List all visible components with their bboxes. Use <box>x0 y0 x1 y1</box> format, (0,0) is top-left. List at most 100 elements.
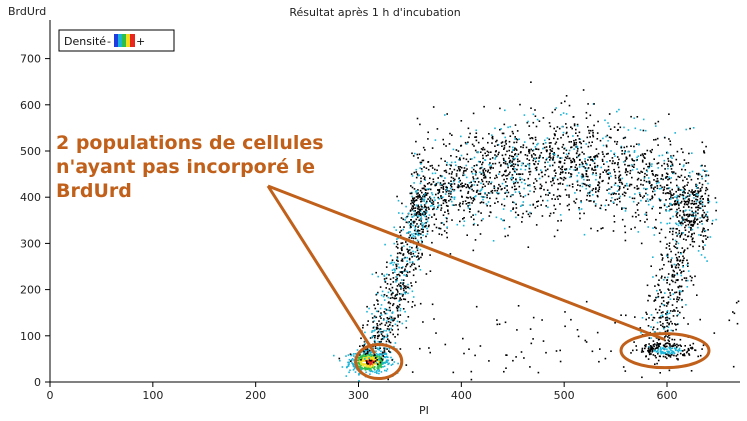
data-point <box>534 146 537 148</box>
data-point <box>540 195 542 198</box>
data-point <box>612 201 615 203</box>
data-point <box>362 358 365 360</box>
data-point <box>553 152 555 154</box>
data-point <box>380 366 383 368</box>
data-point <box>396 293 398 296</box>
data-point <box>363 355 365 358</box>
data-point <box>650 346 652 349</box>
data-point <box>574 169 577 171</box>
data-point <box>677 313 679 316</box>
data-point <box>695 183 697 186</box>
data-point <box>380 322 383 325</box>
data-point <box>411 290 414 293</box>
data-point <box>484 185 486 187</box>
data-point <box>396 256 399 258</box>
data-point <box>450 164 452 167</box>
data-point <box>652 344 655 346</box>
data-point <box>704 256 706 259</box>
data-point <box>519 178 521 181</box>
data-point <box>668 242 671 244</box>
data-point <box>584 160 586 163</box>
data-point <box>407 292 409 295</box>
data-point <box>405 287 407 290</box>
data-point <box>376 369 378 372</box>
data-point <box>401 249 403 251</box>
data-point <box>648 294 650 297</box>
data-point <box>705 189 707 192</box>
data-point <box>385 312 388 315</box>
data-point <box>736 322 739 325</box>
data-point <box>667 301 670 303</box>
data-point <box>410 253 412 256</box>
data-point <box>389 331 392 334</box>
data-point <box>624 225 626 228</box>
data-point <box>684 221 686 223</box>
data-point <box>629 183 631 186</box>
data-point <box>464 200 467 202</box>
data-point <box>613 168 615 171</box>
data-point <box>386 336 388 338</box>
data-point <box>619 200 621 203</box>
data-point <box>682 290 684 292</box>
data-point <box>544 142 547 144</box>
data-point <box>406 275 408 277</box>
data-point <box>479 151 482 153</box>
data-point <box>688 195 691 197</box>
data-point <box>557 220 559 222</box>
data-point <box>613 152 616 155</box>
data-point <box>400 259 403 262</box>
data-point <box>489 172 491 174</box>
data-point <box>459 220 461 223</box>
data-point <box>608 192 610 195</box>
data-point <box>675 328 677 331</box>
data-point <box>663 328 665 330</box>
data-point <box>364 367 366 370</box>
data-point <box>636 178 639 181</box>
data-point <box>416 245 418 247</box>
data-point <box>654 347 657 350</box>
data-point <box>520 164 523 167</box>
data-point <box>480 219 483 222</box>
data-point <box>661 259 664 261</box>
data-point <box>652 328 654 331</box>
data-point <box>506 189 508 192</box>
data-point <box>383 349 386 351</box>
data-point <box>443 143 445 146</box>
data-point <box>415 191 418 194</box>
data-point <box>410 199 413 202</box>
data-point <box>587 159 589 161</box>
data-point <box>389 324 391 326</box>
data-point <box>504 235 507 238</box>
data-point <box>453 189 456 191</box>
data-point <box>532 203 535 206</box>
data-point <box>415 140 417 143</box>
data-point <box>687 262 689 265</box>
data-point <box>560 171 562 174</box>
data-point <box>546 199 549 202</box>
data-point <box>518 160 521 162</box>
data-point <box>512 149 514 151</box>
data-point <box>656 174 659 177</box>
data-point <box>624 192 627 194</box>
data-point <box>679 189 681 191</box>
data-point <box>704 165 706 167</box>
data-point <box>426 183 429 185</box>
data-point <box>411 186 414 189</box>
data-point <box>673 298 675 300</box>
data-point <box>404 286 406 289</box>
data-point <box>493 187 496 189</box>
data-point <box>688 220 691 222</box>
data-point <box>676 200 679 203</box>
data-point <box>347 365 350 367</box>
data-point <box>542 199 544 202</box>
data-point <box>644 344 646 347</box>
data-point <box>365 348 367 351</box>
data-point <box>496 189 499 192</box>
data-point <box>596 132 599 134</box>
data-point <box>595 148 598 150</box>
data-point <box>714 197 717 199</box>
data-point <box>678 220 680 222</box>
data-point <box>509 135 512 137</box>
data-point <box>425 207 428 209</box>
data-point <box>675 211 678 213</box>
